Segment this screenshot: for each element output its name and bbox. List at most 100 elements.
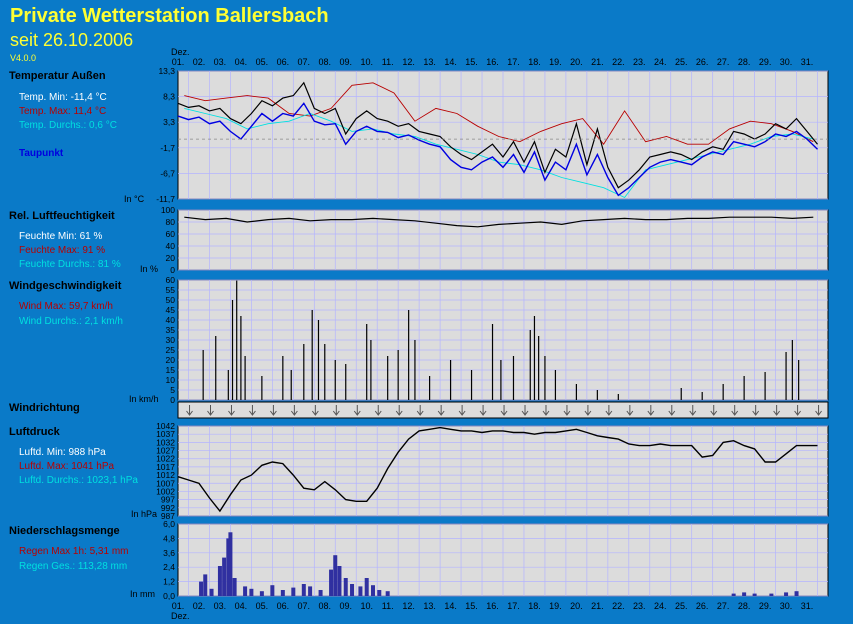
temperature-ytick: -1,7 <box>160 143 175 153</box>
day-label-bottom: 09. <box>339 601 352 611</box>
winddir-arrow <box>815 405 822 416</box>
rain-unit: In mm <box>130 589 156 599</box>
day-label-top: 14. <box>444 57 457 67</box>
rain-bar <box>301 584 306 596</box>
day-label-bottom: 06. <box>277 601 290 611</box>
day-label-top: 28. <box>738 57 751 67</box>
temp-max: Temp. Max: 11,4 °C <box>19 106 107 117</box>
day-label-bottom: 31. <box>801 601 814 611</box>
day-label-top: 02. <box>193 57 206 67</box>
wind-ytick: 10 <box>166 375 176 385</box>
day-label-bottom: 28. <box>738 601 751 611</box>
winddir-arrow <box>773 405 781 416</box>
rain-bar <box>259 591 264 596</box>
day-label-bottom: 03. <box>214 601 227 611</box>
pressure-unit: In hPa <box>131 509 158 519</box>
rain-bar <box>199 581 204 596</box>
day-label-bottom: 13. <box>423 601 436 611</box>
day-label-bottom: 30. <box>780 601 793 611</box>
winddir-arrow <box>270 405 277 416</box>
winddir-arrow <box>584 405 592 416</box>
winddir-arrow <box>542 405 550 416</box>
winddir-arrow <box>794 405 801 416</box>
winddir-arrow <box>186 405 193 416</box>
day-label-top: 16. <box>486 57 499 67</box>
day-label-bottom: 23. <box>633 601 646 611</box>
day-label-top: 20. <box>570 57 583 67</box>
day-label-top: 25. <box>675 57 688 67</box>
day-label-bottom: 20. <box>570 601 583 611</box>
rain-bar <box>337 566 342 596</box>
winddir-arrow <box>689 405 697 416</box>
day-label-top: 10. <box>360 57 373 67</box>
rain-bar <box>308 586 313 596</box>
winddir-arrow <box>353 405 361 416</box>
day-label-top: 22. <box>612 57 625 67</box>
day-label-top: 27. <box>717 57 730 67</box>
day-label-bottom: 24. <box>654 601 667 611</box>
rain-title: Niederschlagsmenge <box>9 525 120 537</box>
temperature-ytick: -6,7 <box>160 168 175 178</box>
wind-ytick: 40 <box>166 315 176 325</box>
humidity-avg: Feuchte Durchs.: 81 % <box>19 259 121 270</box>
rain-bar <box>280 590 285 596</box>
temperature-line <box>177 81 818 189</box>
day-label-top: 09. <box>339 57 352 67</box>
winddir-arrow <box>416 405 424 416</box>
wind-ytick: 55 <box>166 285 176 295</box>
day-label-bottom: 07. <box>298 601 311 611</box>
rain-bar <box>226 538 231 596</box>
winddir-arrow <box>500 405 508 416</box>
winddir-arrow <box>479 405 487 416</box>
rain-bar <box>203 574 208 596</box>
winddir-strip <box>177 401 829 419</box>
rain-sum: Regen Ges.: 113,28 mm <box>19 561 128 572</box>
day-label-top: 15. <box>465 57 478 67</box>
winddir-arrow <box>731 405 739 416</box>
winddir-arrow <box>374 405 382 416</box>
wind-ytick: 30 <box>166 335 176 345</box>
temp-max-line <box>184 82 814 145</box>
day-label-bottom: 04. <box>235 601 248 611</box>
humidity-ytick: 60 <box>166 229 176 239</box>
rain-ytick: 0,0 <box>163 591 175 601</box>
rain-bar <box>329 569 334 596</box>
wind-ytick: 20 <box>166 355 176 365</box>
dewpoint-legend: Taupunkt <box>19 148 64 159</box>
humidity-title: Rel. Luftfeuchtigkeit <box>9 210 115 222</box>
pressure-ytick: 997 <box>161 495 175 505</box>
rain-bar <box>358 586 363 596</box>
rain-bar <box>794 591 799 596</box>
day-label-top: 19. <box>549 57 562 67</box>
pressure-ytick: 1002 <box>156 486 175 496</box>
day-label-top: 30. <box>780 57 793 67</box>
rain-ytick: 2,4 <box>163 562 175 572</box>
winddir-arrow <box>290 405 298 416</box>
day-label-top: 12. <box>402 57 415 67</box>
day-label-bottom: 17. <box>507 601 520 611</box>
day-label-bottom: 19. <box>549 601 562 611</box>
day-label-top: 31. <box>801 57 814 67</box>
day-label-top: 04. <box>235 57 248 67</box>
rain-bar <box>343 578 348 596</box>
rain-bar <box>232 578 237 596</box>
rain-bar <box>377 590 382 596</box>
rain-bar <box>333 555 338 596</box>
day-label-bottom: 29. <box>759 601 772 611</box>
rain-bar <box>769 593 774 596</box>
temperature-ytick: -11,7 <box>156 194 175 204</box>
day-label-bottom: 16. <box>486 601 499 611</box>
wind-title: Windgeschwindigkeit <box>9 280 122 292</box>
rain-bar <box>318 590 323 596</box>
winddir-arrow <box>563 405 571 416</box>
dewpoint-line <box>177 102 818 197</box>
day-label-bottom: 26. <box>696 601 709 611</box>
day-label-bottom: 11. <box>382 601 394 611</box>
winddir-arrow <box>521 405 529 416</box>
pressure-title: Luftdruck <box>9 426 60 438</box>
rain-bar <box>209 588 214 596</box>
pressure-ytick: 1007 <box>156 478 175 488</box>
pressure-min: Luftd. Min: 988 hPa <box>19 447 106 458</box>
wind-ytick: 0 <box>170 395 175 405</box>
day-label-bottom: 14. <box>444 601 457 611</box>
